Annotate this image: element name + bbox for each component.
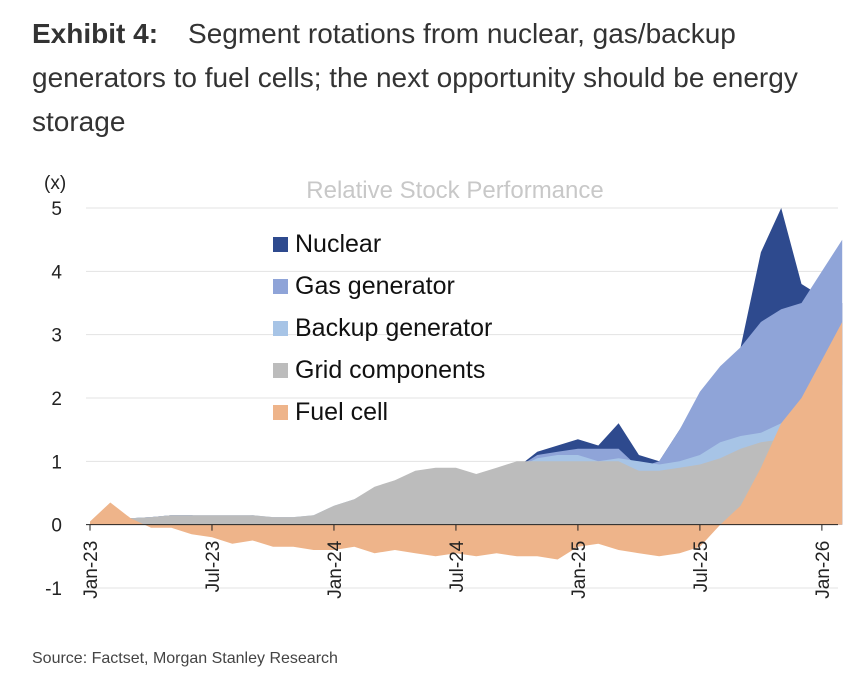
y-tick-label: 4	[51, 262, 62, 283]
exhibit-label: Exhibit 4:	[32, 18, 159, 49]
exhibit-caption: Segment rotations from nuclear, gas/back…	[32, 18, 798, 137]
relative-performance-chart: 5 4 3 2 1 0 -1 Jan-23 Jul-23 Jan-24 Jul-24 Jan-25 Ju…	[44, 173, 843, 600]
y-tick-label: 1	[51, 452, 62, 473]
y-tick-label: 0	[51, 516, 62, 537]
exhibit-heading: Exhibit 4: Segment rotations from nuclear…	[32, 12, 847, 144]
legend-label: Nuclear	[295, 230, 381, 258]
area-grid-components	[90, 410, 843, 525]
y-tick-label: 5	[51, 199, 62, 220]
x-tick-label: Jan-24	[325, 540, 346, 599]
legend-swatch	[273, 363, 288, 378]
legend-label: Fuel cell	[295, 398, 388, 426]
legend-swatch	[273, 237, 288, 252]
legend-swatch	[273, 279, 288, 294]
legend-label: Backup generator	[295, 314, 492, 342]
x-tick-label: Jul-25	[691, 541, 712, 593]
legend-swatch	[273, 321, 288, 336]
y-tick-label: 3	[51, 326, 62, 347]
y-unit-label: (x)	[44, 173, 66, 194]
x-tick-label: Jan-25	[569, 541, 590, 599]
legend-swatch	[273, 405, 288, 420]
series-areas	[90, 208, 843, 560]
x-tick-label: Jul-24	[447, 540, 468, 592]
legend-label: Gas generator	[295, 272, 455, 300]
legend-label: Grid components	[295, 356, 485, 384]
legend: Nuclear Gas generator Backup generator Grid…	[273, 230, 492, 426]
axes: 5 4 3 2 1 0 -1 Jan-23 Jul-23 Jan-24 Jul-24 Jan-25 Ju…	[45, 199, 838, 600]
x-tick-label: Jan-26	[813, 541, 834, 599]
x-tick-label: Jan-23	[81, 541, 102, 599]
x-tick-label: Jul-23	[203, 541, 224, 593]
chart-title: Relative Stock Performance	[306, 177, 603, 204]
source-note: Source: Factset, Morgan Stanley Research	[32, 650, 338, 667]
y-tick-label: 2	[51, 389, 62, 410]
y-tick-label: -1	[45, 579, 62, 600]
